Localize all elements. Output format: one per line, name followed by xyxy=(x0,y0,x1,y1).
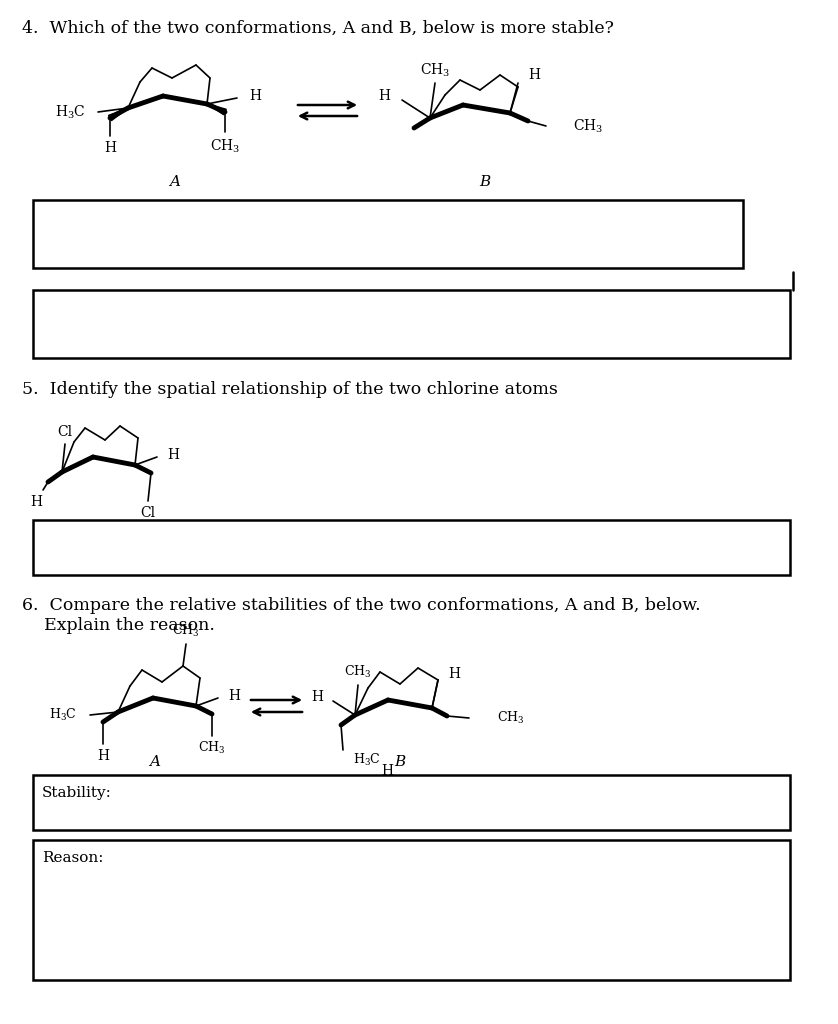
Text: H: H xyxy=(381,764,393,778)
Bar xyxy=(33,290,790,358)
Text: H: H xyxy=(104,141,116,155)
Text: $\mathregular{CH_3}$: $\mathregular{CH_3}$ xyxy=(344,664,372,680)
Text: $\mathregular{CH_3}$: $\mathregular{CH_3}$ xyxy=(420,61,450,79)
Text: $\mathregular{CH_3}$: $\mathregular{CH_3}$ xyxy=(173,623,199,639)
Polygon shape xyxy=(207,104,226,115)
Text: $\mathregular{CH_3}$: $\mathregular{CH_3}$ xyxy=(210,137,241,155)
Text: 6.  Compare the relative stabilities of the two conformations, A and B, below.: 6. Compare the relative stabilities of t… xyxy=(22,597,701,613)
Bar xyxy=(33,775,790,830)
Text: Reason:: Reason: xyxy=(42,851,104,865)
Text: H: H xyxy=(378,89,390,103)
Text: A: A xyxy=(149,755,161,769)
Text: $\mathregular{CH_3}$: $\mathregular{CH_3}$ xyxy=(497,710,525,726)
Polygon shape xyxy=(109,108,128,121)
Text: H: H xyxy=(448,667,460,681)
Text: $\mathregular{H_3C}$: $\mathregular{H_3C}$ xyxy=(54,103,85,121)
Text: Explain the reason.: Explain the reason. xyxy=(22,616,215,634)
Text: H: H xyxy=(97,749,109,763)
Text: Stability:: Stability: xyxy=(42,786,112,800)
Text: $\mathregular{CH_3}$: $\mathregular{CH_3}$ xyxy=(199,740,225,756)
Text: Cl: Cl xyxy=(141,506,156,520)
Text: B: B xyxy=(479,175,490,189)
Text: $\mathregular{H_3C}$: $\mathregular{H_3C}$ xyxy=(49,707,77,723)
Text: H: H xyxy=(30,495,42,509)
Bar xyxy=(33,840,790,980)
Text: H: H xyxy=(167,449,179,462)
Text: $\mathregular{H_3C}$: $\mathregular{H_3C}$ xyxy=(353,752,380,768)
Text: B: B xyxy=(395,755,406,769)
Text: $\mathregular{CH_3}$: $\mathregular{CH_3}$ xyxy=(573,118,603,135)
Text: Cl: Cl xyxy=(58,425,73,439)
Text: H: H xyxy=(528,68,540,82)
Text: H: H xyxy=(311,690,323,705)
Text: 4.  Which of the two conformations, A and B, below is more stable?: 4. Which of the two conformations, A and… xyxy=(22,19,614,37)
Text: A: A xyxy=(169,175,180,189)
Text: H: H xyxy=(249,89,261,103)
Text: H: H xyxy=(228,689,240,703)
Text: 5.  Identify the spatial relationship of the two chlorine atoms: 5. Identify the spatial relationship of … xyxy=(22,382,558,398)
Bar xyxy=(33,520,790,575)
Bar xyxy=(33,200,743,268)
